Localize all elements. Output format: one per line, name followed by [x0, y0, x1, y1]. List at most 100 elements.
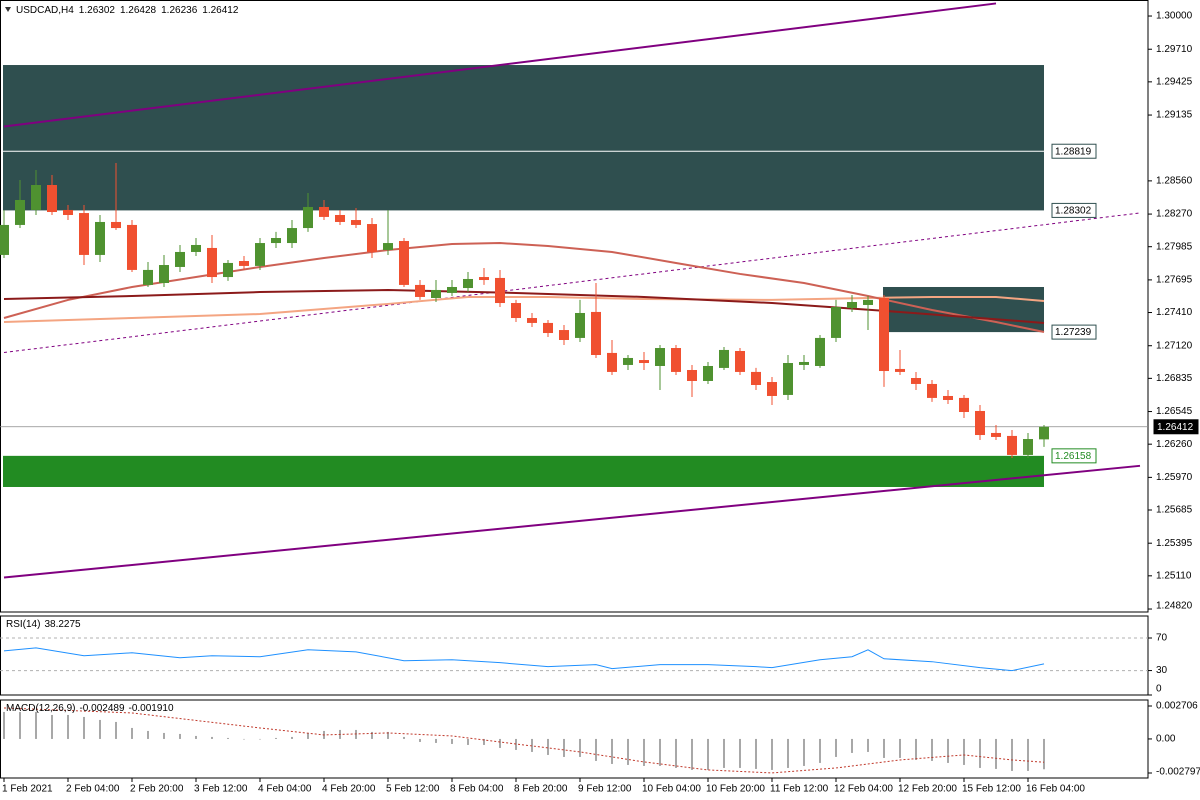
- candle-body: [287, 228, 297, 244]
- macd-bar: [163, 732, 165, 739]
- candle-body: [31, 184, 41, 210]
- candle-body: [383, 243, 393, 251]
- ohlc-low: 1.26236: [161, 5, 198, 16]
- candle-body: [303, 206, 313, 229]
- candle-body: [399, 240, 409, 285]
- y-tick-label: 1.25685: [1156, 505, 1193, 516]
- indicator-value: 38.2275: [44, 619, 81, 630]
- candle-body: [271, 238, 281, 244]
- x-tick-label: 15 Feb 12:00: [962, 784, 1021, 795]
- y-tick-label: 70: [1156, 633, 1168, 644]
- y-tick-label: 30: [1156, 665, 1168, 676]
- macd-bar: [179, 733, 181, 739]
- menu-triangle[interactable]: [5, 7, 11, 12]
- macd-bar: [851, 738, 853, 753]
- macd-bar: [211, 736, 213, 739]
- candle-body: [0, 224, 9, 255]
- indicator-value: -0.002489: [79, 703, 124, 714]
- candle-body: [1007, 435, 1017, 455]
- macd-bar: [371, 731, 373, 739]
- macd-bar: [387, 731, 389, 739]
- panel-title: RSI(14) 38.2275: [6, 619, 81, 630]
- x-tick-label: 2 Feb 04:00: [66, 784, 120, 795]
- trendline: [3, 464, 1141, 579]
- candle-body: [111, 221, 121, 229]
- candle-body: [223, 262, 233, 278]
- y-tick-label: 1.25110: [1156, 570, 1192, 581]
- candle-body: [47, 184, 57, 213]
- macd-bar: [483, 738, 485, 745]
- candle-body: [847, 301, 857, 308]
- macd-bar: [403, 736, 405, 739]
- price-label: 1.26158: [1055, 451, 1092, 462]
- candle-body: [319, 206, 329, 217]
- y-tick-label: 1.27410: [1156, 307, 1193, 318]
- candle-body: [431, 289, 441, 298]
- ohlc-close: 1.26412: [202, 5, 239, 16]
- x-tick-label: 2 Feb 20:00: [130, 784, 184, 795]
- macd-bar: [147, 730, 149, 739]
- macd-bar: [1043, 738, 1045, 770]
- candle-body: [463, 278, 473, 289]
- candle-body: [671, 348, 681, 372]
- macd-bar: [947, 738, 949, 763]
- candle-body: [751, 371, 761, 385]
- macd-bar: [787, 738, 789, 768]
- x-tick-label: 1 Feb 2021: [2, 784, 53, 795]
- candle-body: [415, 284, 425, 297]
- candle-body: [607, 352, 617, 372]
- macd-bar: [547, 738, 549, 755]
- macd-bar: [867, 738, 869, 752]
- macd-bar: [115, 721, 117, 739]
- candle-body: [623, 357, 633, 365]
- macd-bar: [291, 736, 293, 739]
- y-tick-label: 1.27120: [1156, 340, 1193, 351]
- rsi-line: [3, 647, 1045, 672]
- x-tick-label: 4 Feb 20:00: [322, 784, 376, 795]
- candle-body: [15, 199, 25, 225]
- x-tick-label: 8 Feb 04:00: [450, 784, 504, 795]
- ohlc-open: 1.26302: [79, 5, 116, 16]
- y-tick-label: 1.29710: [1156, 44, 1193, 55]
- macd-bar: [979, 738, 981, 768]
- y-tick-label: -0.002797: [1156, 767, 1200, 778]
- macd-bar: [579, 738, 581, 757]
- macd-bar: [259, 738, 261, 740]
- price-label: 1.26412: [1157, 422, 1194, 433]
- price-label: 1.28819: [1055, 146, 1092, 157]
- macd-bar: [435, 738, 437, 743]
- candle-body: [943, 395, 953, 400]
- macd-bar: [195, 735, 197, 739]
- candle-body: [527, 318, 537, 323]
- candle-body: [687, 369, 697, 381]
- macd-bar: [803, 738, 805, 766]
- macd-bar: [883, 738, 885, 758]
- ohlc-high: 1.26428: [120, 5, 157, 16]
- candle-body: [95, 221, 105, 255]
- price-label: 1.27239: [1055, 327, 1092, 338]
- candle-body: [127, 224, 137, 270]
- macd-bar: [243, 738, 245, 740]
- moving-average: [3, 288, 1045, 324]
- candle-body: [703, 365, 713, 381]
- macd-bar: [659, 738, 661, 766]
- zone: [883, 286, 1044, 333]
- candle-body: [191, 244, 201, 252]
- candle-body: [591, 311, 601, 355]
- y-tick-label: 1.28560: [1156, 176, 1193, 187]
- y-tick-label: 1.25970: [1156, 472, 1193, 483]
- macd-bar: [3, 711, 5, 739]
- candle-body: [879, 297, 889, 372]
- candle-body: [543, 322, 553, 334]
- x-tick-label: 16 Feb 04:00: [1026, 784, 1085, 795]
- macd-bar: [131, 727, 133, 739]
- y-tick-label: 1.29425: [1156, 76, 1193, 87]
- macd-bar: [707, 738, 709, 770]
- candle-body: [655, 348, 665, 366]
- candle-body: [719, 349, 729, 368]
- macd-bar: [531, 738, 533, 752]
- indicator-name: RSI(14): [6, 619, 40, 630]
- price-label-box: [1153, 419, 1199, 435]
- signal-value: -0.001910: [129, 703, 174, 714]
